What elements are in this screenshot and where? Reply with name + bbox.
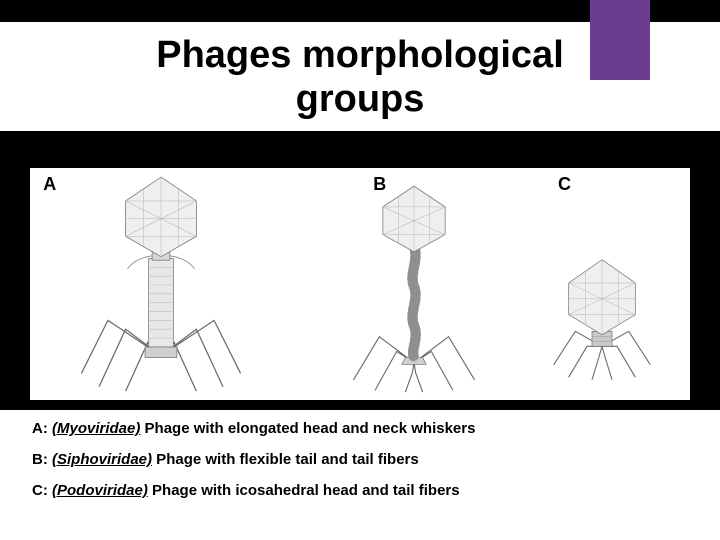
slide-root: Phages morphologicalgroups A B C (0, 0, 720, 540)
caption-b-family: (Siphoviridae) (52, 451, 152, 468)
caption-b-prefix: B: (32, 451, 52, 468)
panel-label-a: A (43, 174, 56, 195)
figure-panel: A B C (30, 168, 690, 400)
phage-a-myoviridae (56, 170, 266, 400)
panel-label-c: C (558, 174, 571, 195)
accent-tab (590, 0, 650, 80)
caption-c-prefix: C: (32, 482, 52, 499)
caption-a-family: (Myoviridae) (52, 420, 140, 437)
caption-b-rest: Phage with flexible tail and tail fibers (152, 451, 419, 468)
caption-a-prefix: A: (32, 420, 52, 437)
figure-band: A B C (0, 150, 720, 410)
caption-b: B: (Siphoviridae) Phage with flexible ta… (32, 451, 688, 468)
captions-block: A: (Myoviridae) Phage with elongated hea… (32, 420, 688, 513)
caption-c-rest: Phage with icosahedral head and tail fib… (148, 482, 460, 499)
phage-b-siphoviridae (334, 174, 494, 399)
caption-a-rest: Phage with elongated head and neck whisk… (140, 420, 475, 437)
caption-c: C: (Podoviridae) Phage with icosahedral … (32, 482, 688, 499)
phage-c-podoviridae (532, 248, 672, 398)
caption-a: A: (Myoviridae) Phage with elongated hea… (32, 420, 688, 437)
caption-c-family: (Podoviridae) (52, 482, 148, 499)
